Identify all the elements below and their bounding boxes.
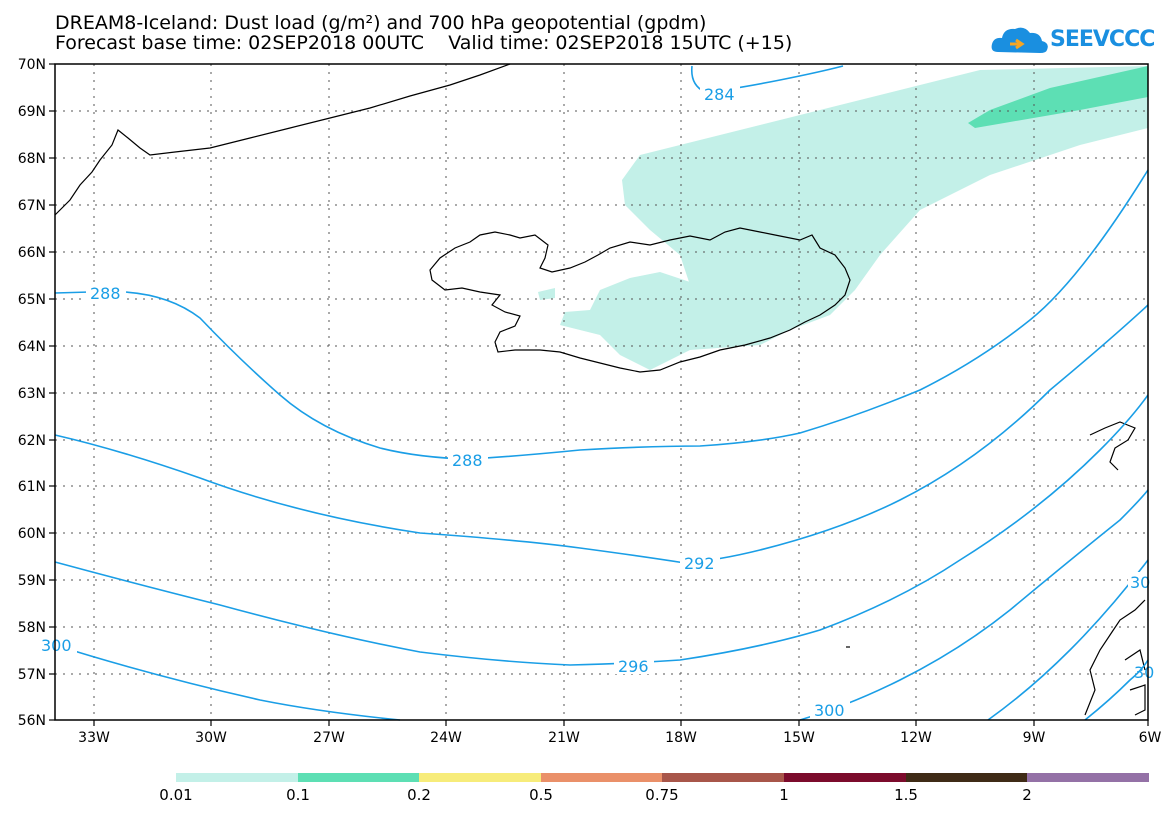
contour-label: 30	[1134, 663, 1154, 682]
coastlines	[54, 63, 1146, 716]
lat-label: 70N	[18, 57, 46, 73]
lon-label: 30W	[195, 730, 227, 746]
contour-304	[987, 559, 1149, 721]
contour-label: 288	[90, 284, 121, 303]
lat-label: 65N	[18, 292, 46, 308]
colorbar-label: 0.75	[645, 786, 679, 804]
lon-label: 33W	[78, 730, 110, 746]
colorbar-swatch	[784, 773, 906, 782]
lon-label: 21W	[548, 730, 580, 746]
colorbar-swatch	[176, 773, 298, 782]
lat-label: 63N	[18, 386, 46, 402]
colorbar-swatch	[541, 773, 662, 782]
contour-308	[1084, 659, 1149, 721]
contour-label: 300	[814, 701, 845, 720]
axis-ticks	[49, 63, 1149, 726]
colorbar-swatch	[298, 773, 419, 782]
lon-label: 9W	[1023, 730, 1046, 746]
map-frame	[54, 63, 1149, 721]
colorbar-label: 2	[1022, 786, 1032, 804]
lat-label: 56N	[18, 713, 46, 729]
longitude-labels: 33W 30W 27W 24W 21W 18W 15W 12W 9W 6W	[78, 730, 1161, 746]
lat-label: 57N	[18, 667, 46, 683]
contour-label: 292	[684, 554, 715, 573]
contour-labels: 284 288 288 292 296 300 300 30 30	[41, 84, 1154, 720]
colorbar-swatch	[1027, 773, 1149, 782]
latitude-labels: 70N 69N 68N 67N 66N 65N 64N 63N 62N 61N …	[18, 57, 46, 729]
contour-label: 300	[41, 636, 72, 655]
lon-label: 24W	[430, 730, 462, 746]
colorbar-label: 0.01	[159, 786, 193, 804]
lat-label: 69N	[18, 104, 46, 120]
dust-area-light-west	[538, 288, 555, 300]
lat-label: 61N	[18, 479, 46, 495]
contour-label: 30	[1130, 573, 1150, 592]
lat-label: 59N	[18, 573, 46, 589]
lat-label: 58N	[18, 620, 46, 636]
cloud-logo-icon	[991, 27, 1048, 53]
contour-label: 296	[618, 657, 649, 676]
lat-label: 67N	[18, 198, 46, 214]
logo-text: SEEVCCC	[1050, 27, 1155, 52]
lon-label: 6W	[1139, 730, 1162, 746]
faroe-coast	[1089, 421, 1136, 471]
dust-area-light	[560, 66, 1148, 370]
contour-300-east	[799, 489, 1149, 721]
scotland-coast	[1084, 599, 1146, 716]
lon-label: 18W	[665, 730, 697, 746]
contour-284	[690, 65, 844, 93]
lat-label: 66N	[18, 245, 46, 261]
colorbar-label: 1.5	[894, 786, 918, 804]
greenland-coast	[54, 63, 511, 216]
colorbar-label: 0.5	[529, 786, 553, 804]
contour-label: 288	[452, 451, 483, 470]
lat-label: 68N	[18, 151, 46, 167]
colorbar-label: 0.2	[407, 786, 431, 804]
dust-area-medium	[968, 66, 1148, 128]
colorbar-swatch	[662, 773, 784, 782]
colorbar-swatch	[419, 773, 541, 782]
map-title: DREAM8-Iceland: Dust load (g/m²) and 700…	[55, 12, 707, 34]
colorbar-label: 0.1	[286, 786, 310, 804]
geopotential-contours	[54, 65, 1149, 721]
lon-label: 27W	[313, 730, 345, 746]
contour-288-north	[54, 169, 1149, 460]
colorbar-swatch	[906, 773, 1027, 782]
lat-label: 64N	[18, 339, 46, 355]
contour-label: 284	[704, 85, 735, 104]
iceland-coast	[429, 227, 851, 373]
forecast-time-subtitle: Forecast base time: 02SEP2018 00UTC Vali…	[55, 32, 793, 54]
contour-296	[54, 394, 1149, 666]
colorbar-label: 1	[779, 786, 789, 804]
lat-label: 62N	[18, 433, 46, 449]
lon-label: 12W	[900, 730, 932, 746]
dust-load-shading	[538, 66, 1148, 370]
lon-label: 15W	[783, 730, 815, 746]
contour-300-west	[54, 644, 401, 721]
lat-label: 60N	[18, 526, 46, 542]
contour-292	[54, 304, 1149, 564]
